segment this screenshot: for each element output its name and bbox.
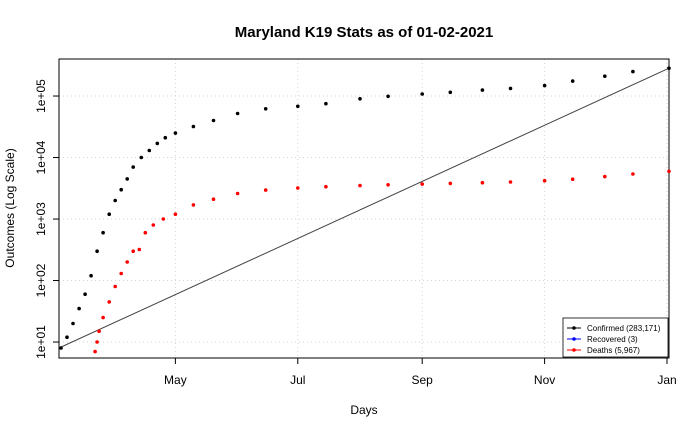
data-point xyxy=(542,178,547,183)
data-point xyxy=(631,69,635,74)
y-tick-label: 1e+05 xyxy=(34,79,48,113)
data-point xyxy=(667,66,671,70)
data-point xyxy=(173,131,178,135)
chart-title: Maryland K19 Stats as of 01-02-2021 xyxy=(235,24,493,41)
data-point xyxy=(125,177,129,181)
data-point xyxy=(143,230,148,235)
data-point xyxy=(448,181,453,186)
data-point xyxy=(83,292,87,297)
data-point xyxy=(119,187,123,192)
y-tick-label: 1e+04 xyxy=(34,140,48,174)
legend-label: Deaths (5,967) xyxy=(587,346,640,355)
legend-swatch-marker xyxy=(572,326,576,330)
data-point xyxy=(151,223,156,227)
data-point xyxy=(125,260,129,264)
data-point xyxy=(508,86,513,91)
data-point xyxy=(570,177,575,181)
series-deaths xyxy=(93,169,671,354)
x-axis-label: Days xyxy=(350,403,377,417)
data-point xyxy=(139,155,144,160)
legend-label: Recovered (3) xyxy=(587,335,638,344)
data-point xyxy=(65,335,69,340)
y-tick-label: 1e+03 xyxy=(34,202,48,236)
series-confirmed xyxy=(59,66,671,350)
plot-frame xyxy=(58,58,670,359)
data-point xyxy=(603,74,607,78)
data-point xyxy=(235,191,240,196)
data-point xyxy=(131,165,135,169)
data-point xyxy=(386,183,390,187)
data-point xyxy=(448,90,453,95)
data-point xyxy=(603,174,607,179)
data-point xyxy=(480,88,485,92)
data-point xyxy=(358,183,362,188)
data-point xyxy=(131,249,135,253)
data-point xyxy=(570,79,575,83)
data-point xyxy=(113,198,117,203)
data-point xyxy=(235,111,240,116)
data-point xyxy=(211,118,216,123)
data-point xyxy=(147,148,152,153)
data-point xyxy=(93,349,97,354)
data-point xyxy=(95,249,99,253)
data-point xyxy=(59,346,63,350)
data-point xyxy=(163,135,168,140)
data-point xyxy=(161,217,166,221)
data-point xyxy=(263,107,268,111)
data-point xyxy=(191,124,196,129)
x-axis: May Jul Sep Nov Jan xyxy=(164,358,677,387)
legend-swatch-marker xyxy=(572,348,576,352)
y-axis: 1e+01 1e+02 1e+03 1e+04 1e+05 xyxy=(34,79,59,359)
data-point xyxy=(97,329,101,334)
data-point xyxy=(324,184,328,189)
x-tick-label: Jan xyxy=(657,373,676,387)
data-point xyxy=(211,197,216,201)
x-tick-label: May xyxy=(164,373,187,387)
data-point xyxy=(77,306,81,311)
y-axis-label: Outcomes (Log Scale) xyxy=(3,148,17,267)
data-point xyxy=(263,188,268,192)
legend-swatch-marker xyxy=(572,337,576,341)
data-point xyxy=(508,180,513,184)
data-point xyxy=(119,271,123,276)
data-point xyxy=(296,186,300,190)
legend: Confirmed (283,171) Recovered (3) Deaths (… xyxy=(562,317,669,358)
data-point xyxy=(631,172,635,176)
x-tick-label: Nov xyxy=(534,373,555,387)
data-point xyxy=(155,141,160,146)
data-point xyxy=(173,212,178,216)
data-point xyxy=(480,180,485,185)
x-tick-label: Jul xyxy=(290,373,305,387)
data-point xyxy=(107,300,111,304)
data-point xyxy=(95,340,99,344)
y-tick-label: 1e+01 xyxy=(34,325,48,359)
data-point xyxy=(101,315,105,320)
data-point xyxy=(667,169,671,174)
y-tick-label: 1e+02 xyxy=(34,263,48,297)
data-point xyxy=(191,203,196,207)
data-point xyxy=(420,182,425,186)
data-points xyxy=(59,66,671,354)
trend-line-segment xyxy=(58,67,670,349)
data-point xyxy=(107,212,111,216)
data-point xyxy=(542,83,547,88)
data-point xyxy=(420,92,425,96)
x-tick-label: Sep xyxy=(412,373,434,387)
data-point xyxy=(386,94,390,99)
data-point xyxy=(358,97,362,101)
data-point xyxy=(113,284,117,289)
data-point xyxy=(101,230,105,235)
trend-line xyxy=(58,67,670,349)
data-point xyxy=(71,321,75,326)
data-point xyxy=(324,101,328,106)
data-point xyxy=(296,104,300,109)
legend-label: Confirmed (283,171) xyxy=(587,324,661,333)
data-point xyxy=(137,247,142,252)
data-point xyxy=(89,273,93,278)
